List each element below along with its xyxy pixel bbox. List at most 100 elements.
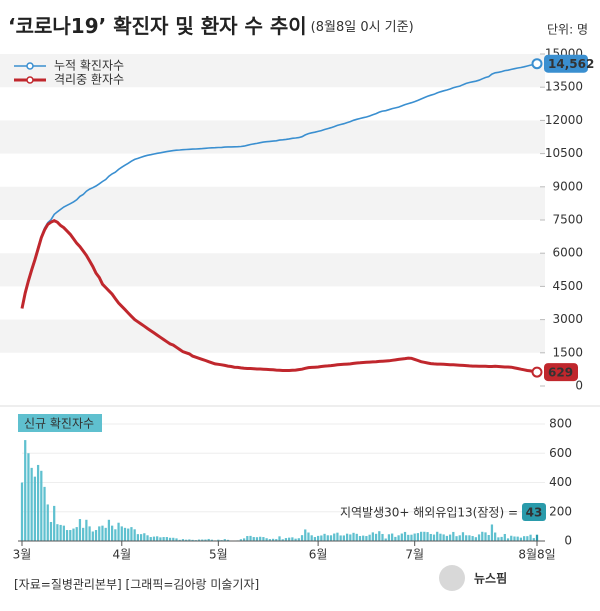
bar bbox=[20, 482, 24, 541]
end-marker bbox=[531, 58, 543, 70]
bar bbox=[78, 519, 82, 541]
bar bbox=[104, 527, 107, 541]
bar bbox=[291, 537, 294, 541]
bar bbox=[407, 534, 410, 541]
bar bbox=[226, 539, 230, 541]
bar bbox=[323, 533, 326, 541]
bar bbox=[59, 524, 62, 541]
bar bbox=[249, 535, 252, 541]
bar bbox=[69, 530, 72, 541]
bar bbox=[284, 538, 288, 541]
value-label: 43 bbox=[526, 506, 543, 520]
bar bbox=[371, 532, 374, 541]
bar bbox=[98, 526, 101, 541]
bar bbox=[432, 534, 436, 541]
y-tick-label: 7500 bbox=[552, 213, 583, 227]
bar bbox=[378, 531, 381, 541]
legend-label: 누적 확진자수 bbox=[54, 59, 124, 73]
bar bbox=[368, 534, 371, 541]
y-tick-label: 6000 bbox=[552, 246, 583, 260]
bar bbox=[394, 536, 397, 541]
legend-marker bbox=[26, 62, 34, 70]
bar bbox=[336, 532, 339, 541]
x-tick-label: 4월 bbox=[112, 548, 131, 562]
bar bbox=[288, 537, 291, 541]
bar bbox=[471, 536, 474, 541]
bar bbox=[120, 526, 123, 541]
bar bbox=[168, 537, 172, 541]
bar bbox=[156, 536, 159, 541]
bar bbox=[436, 531, 439, 541]
bar bbox=[281, 539, 284, 541]
bar bbox=[419, 531, 423, 541]
logo-icon bbox=[439, 565, 465, 591]
x-tick-label: 6월 bbox=[309, 548, 328, 562]
bar bbox=[65, 530, 69, 541]
bar bbox=[484, 532, 487, 541]
bar bbox=[252, 537, 255, 541]
bar bbox=[310, 535, 313, 541]
x-tick-label: 7월 bbox=[405, 548, 424, 562]
x-tick-label: 3월 bbox=[13, 548, 32, 562]
bar bbox=[448, 534, 452, 541]
bar bbox=[423, 531, 426, 541]
bar bbox=[297, 538, 300, 541]
logo: 뉴스핌 bbox=[474, 571, 507, 586]
bar bbox=[143, 533, 146, 541]
y-tick-label: 400 bbox=[549, 475, 572, 489]
bar bbox=[429, 533, 432, 541]
y-tick-label: 9000 bbox=[552, 179, 583, 193]
end-marker bbox=[531, 366, 543, 378]
bar bbox=[36, 464, 40, 541]
bar bbox=[152, 536, 156, 541]
bar bbox=[329, 535, 333, 541]
bar bbox=[342, 535, 346, 541]
bar bbox=[516, 536, 519, 541]
bar bbox=[146, 535, 149, 541]
y-tick-label: 800 bbox=[549, 417, 572, 431]
bar bbox=[458, 535, 461, 541]
source: [자료=질병관리본부] [그래픽=김아랑 미술기자] bbox=[14, 578, 259, 592]
bar bbox=[519, 537, 523, 541]
bar bbox=[197, 539, 201, 541]
bar bbox=[384, 538, 387, 541]
bar bbox=[33, 476, 37, 541]
bar bbox=[358, 536, 362, 541]
bar bbox=[445, 535, 449, 541]
bar bbox=[262, 537, 265, 541]
bar bbox=[242, 538, 246, 541]
bar bbox=[62, 525, 65, 541]
bar bbox=[101, 525, 104, 541]
series-line bbox=[21, 62, 538, 309]
bar bbox=[275, 539, 278, 541]
bar bbox=[391, 533, 394, 541]
y-tick-label: 200 bbox=[549, 504, 572, 518]
bar bbox=[439, 533, 442, 541]
bar bbox=[149, 537, 152, 541]
end-label-box bbox=[544, 363, 578, 382]
bar bbox=[477, 534, 481, 541]
bar bbox=[355, 533, 358, 541]
bar bbox=[352, 532, 355, 541]
bar bbox=[268, 539, 271, 541]
bar bbox=[513, 536, 516, 541]
bar bbox=[53, 505, 56, 541]
y-tick-label: 10500 bbox=[545, 146, 583, 160]
bar bbox=[110, 525, 114, 541]
bar bbox=[133, 529, 136, 541]
bar bbox=[461, 532, 465, 541]
bar bbox=[178, 539, 181, 541]
subtitle: (8월8일 0시 기준) bbox=[311, 20, 414, 35]
bar bbox=[452, 531, 455, 541]
unit-label: 단위: 명 bbox=[547, 23, 588, 37]
bar bbox=[85, 519, 88, 541]
legend-label: 격리중 환자수 bbox=[54, 73, 124, 87]
chart-title: ‘코로나19’ 확진자 및 환자 수 추이 (8월8일 0시 기준) bbox=[8, 14, 414, 38]
bar bbox=[259, 536, 262, 541]
bar bbox=[91, 531, 94, 541]
bar bbox=[468, 535, 471, 541]
bar bbox=[94, 530, 98, 541]
bar bbox=[88, 526, 91, 541]
bar bbox=[304, 529, 307, 541]
